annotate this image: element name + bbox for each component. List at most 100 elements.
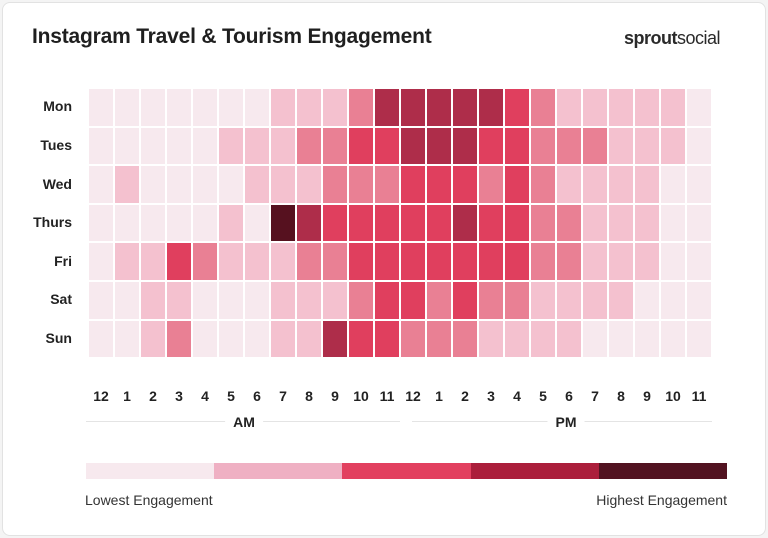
heat-cell <box>609 204 633 242</box>
heat-cell <box>557 204 581 242</box>
legend-segment <box>598 463 728 479</box>
heat-cell <box>453 282 477 319</box>
heat-cell <box>245 282 269 319</box>
heat-cell <box>271 166 295 203</box>
hour-tick-label: 11 <box>691 388 707 404</box>
heat-cell <box>661 204 685 242</box>
heat-cell <box>219 243 243 280</box>
heat-cell <box>401 243 425 280</box>
heat-cell <box>557 127 581 165</box>
heat-cell <box>401 320 425 358</box>
heat-cell <box>453 204 477 242</box>
heat-cell <box>193 282 217 319</box>
heat-cell <box>427 166 451 203</box>
heat-cell <box>479 243 503 280</box>
heat-cell <box>583 166 607 203</box>
hour-tick-label: 5 <box>227 388 235 404</box>
heat-cell <box>297 204 321 242</box>
heat-cell <box>167 282 191 319</box>
hour-tick-label: 1 <box>123 388 131 404</box>
heat-cell <box>635 282 659 319</box>
heat-cell <box>297 282 321 319</box>
heat-cell <box>557 166 581 203</box>
heat-cell <box>401 166 425 203</box>
heat-cell <box>323 127 347 165</box>
row-label-sat: Sat <box>50 291 72 308</box>
heat-cell <box>219 282 243 319</box>
row-label-mon: Mon <box>43 98 72 115</box>
hour-tick-label: 6 <box>565 388 573 404</box>
heat-cell <box>297 127 321 165</box>
heat-cell <box>89 320 113 358</box>
heat-cell <box>141 127 165 165</box>
heat-cell <box>219 204 243 242</box>
heat-cell <box>453 166 477 203</box>
heat-cell <box>531 282 555 319</box>
heat-cell <box>375 320 399 358</box>
heat-cell <box>505 243 529 280</box>
heat-cell <box>687 243 711 280</box>
heat-cell <box>531 204 555 242</box>
heat-cell <box>89 282 113 319</box>
hour-tick-label: 2 <box>149 388 157 404</box>
heat-cell <box>89 89 113 126</box>
heat-cell <box>427 204 451 242</box>
heat-cell <box>687 282 711 319</box>
heat-cell <box>661 89 685 126</box>
heat-cell <box>375 89 399 126</box>
heat-cell <box>349 204 373 242</box>
heat-cell <box>531 320 555 358</box>
heat-cell <box>401 282 425 319</box>
heat-cell <box>557 243 581 280</box>
heat-cell <box>141 320 165 358</box>
heat-cell <box>271 127 295 165</box>
heat-cell <box>401 89 425 126</box>
legend-low-label: Lowest Engagement <box>85 492 213 508</box>
logo-bold: sprout <box>624 28 678 48</box>
heat-cell <box>193 166 217 203</box>
hour-tick-label: 9 <box>331 388 339 404</box>
heat-cell <box>609 282 633 319</box>
hour-tick-label: 2 <box>461 388 469 404</box>
heat-cell <box>557 282 581 319</box>
row-label-wed: Wed <box>42 175 72 192</box>
heat-cell <box>635 243 659 280</box>
heat-cell <box>89 166 113 203</box>
heat-cell <box>375 127 399 165</box>
heat-cell <box>453 127 477 165</box>
heat-cell <box>583 320 607 358</box>
row-label-sun: Sun <box>45 329 72 346</box>
heat-cell <box>661 282 685 319</box>
heat-cell <box>167 89 191 126</box>
heat-cell <box>323 166 347 203</box>
hour-tick-label: 4 <box>201 388 209 404</box>
heat-cell <box>687 320 711 358</box>
heat-cell <box>193 127 217 165</box>
heat-cell <box>427 282 451 319</box>
row-label-thurs: Thurs <box>33 214 72 231</box>
heat-cell <box>375 282 399 319</box>
heat-cell <box>583 204 607 242</box>
heat-cell <box>245 166 269 203</box>
heat-cell <box>609 166 633 203</box>
heat-cell <box>557 320 581 358</box>
heat-cell <box>609 243 633 280</box>
heat-cell <box>375 204 399 242</box>
heat-cell <box>323 243 347 280</box>
am-label: AM <box>225 414 263 430</box>
heat-cell <box>687 204 711 242</box>
hour-tick-label: 3 <box>175 388 183 404</box>
row-label-tues: Tues <box>40 136 72 153</box>
heat-cell <box>609 127 633 165</box>
heat-cell <box>115 89 139 126</box>
heat-cell <box>635 166 659 203</box>
row-label-fri: Fri <box>54 252 72 269</box>
legend-segment <box>214 463 343 479</box>
hour-tick-label: 10 <box>353 388 369 404</box>
heat-cell <box>453 243 477 280</box>
heat-cell <box>193 89 217 126</box>
heat-cell <box>89 127 113 165</box>
heat-cell <box>115 320 139 358</box>
legend-segment <box>86 463 215 479</box>
heat-cell <box>531 166 555 203</box>
